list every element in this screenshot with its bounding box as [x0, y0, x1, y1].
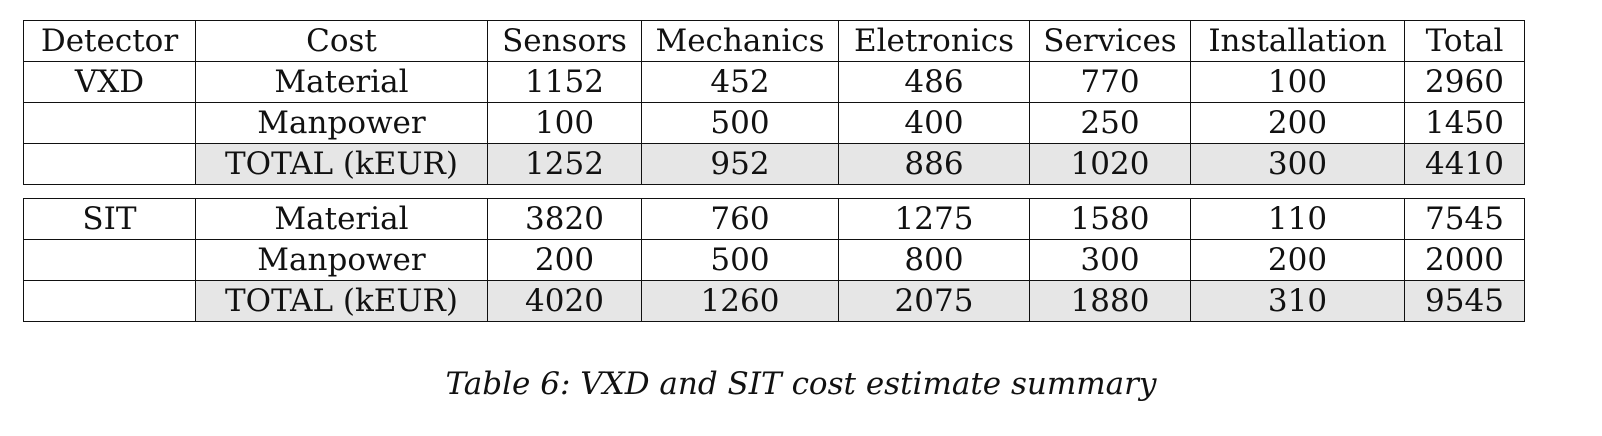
total-row: TOTAL (kEUR) 1252 952 886 1020 300 4410 [23, 143, 1525, 185]
value-cell: 9545 [1404, 280, 1525, 322]
table-row: Manpower 200 500 800 300 200 2000 [23, 239, 1525, 281]
value-cell: 760 [641, 198, 839, 240]
value-cell: 100 [487, 102, 642, 144]
header-row: Detector Cost Sensors Mechanics Eletroni… [23, 20, 1525, 62]
header-total: Total [1404, 20, 1525, 62]
value-cell: 1260 [641, 280, 839, 322]
table-row: VXD Material 1152 452 486 770 100 2960 [23, 61, 1525, 103]
value-cell: 2000 [1404, 239, 1525, 281]
cost-type: TOTAL (kEUR) [195, 280, 488, 322]
header-sensors: Sensors [487, 20, 642, 62]
value-cell: 100 [1190, 61, 1405, 103]
value-cell: 1880 [1029, 280, 1191, 322]
value-cell: 1450 [1404, 102, 1525, 144]
value-cell: 3820 [487, 198, 642, 240]
value-cell: 952 [641, 143, 839, 185]
value-cell: 500 [641, 102, 839, 144]
detector-name: VXD [23, 61, 196, 103]
total-row: TOTAL (kEUR) 4020 1260 2075 1880 310 954… [23, 280, 1525, 322]
value-cell: 452 [641, 61, 839, 103]
cost-type: Manpower [195, 102, 488, 144]
value-cell: 486 [838, 61, 1030, 103]
value-cell: 4020 [487, 280, 642, 322]
value-cell: 1580 [1029, 198, 1191, 240]
header-cost: Cost [195, 20, 488, 62]
detector-empty-cell [23, 143, 196, 185]
value-cell: 400 [838, 102, 1030, 144]
value-cell: 200 [1190, 102, 1405, 144]
value-cell: 2960 [1404, 61, 1525, 103]
cost-type: Manpower [195, 239, 488, 281]
header-detector: Detector [23, 20, 196, 62]
header-eletronics: Eletronics [838, 20, 1030, 62]
cost-type: Material [195, 61, 488, 103]
value-cell: 200 [1190, 239, 1405, 281]
value-cell: 200 [487, 239, 642, 281]
value-cell: 1275 [838, 198, 1030, 240]
value-cell: 500 [641, 239, 839, 281]
sit-cost-table: SIT Material 3820 760 1275 1580 110 7545… [23, 198, 1525, 322]
value-cell: 1020 [1029, 143, 1191, 185]
vxd-cost-table: Detector Cost Sensors Mechanics Eletroni… [23, 20, 1525, 185]
value-cell: 1252 [487, 143, 642, 185]
value-cell: 110 [1190, 198, 1405, 240]
value-cell: 800 [838, 239, 1030, 281]
value-cell: 770 [1029, 61, 1191, 103]
header-mechanics: Mechanics [641, 20, 839, 62]
value-cell: 300 [1029, 239, 1191, 281]
value-cell: 4410 [1404, 143, 1525, 185]
cost-type: Material [195, 198, 488, 240]
value-cell: 886 [838, 143, 1030, 185]
detector-name: SIT [23, 198, 196, 240]
value-cell: 300 [1190, 143, 1405, 185]
value-cell: 310 [1190, 280, 1405, 322]
detector-empty-cell [23, 102, 196, 144]
detector-empty-cell [23, 239, 196, 281]
header-installation: Installation [1190, 20, 1405, 62]
value-cell: 7545 [1404, 198, 1525, 240]
table-caption: Table 6: VXD and SIT cost estimate summa… [445, 366, 1157, 402]
value-cell: 2075 [838, 280, 1030, 322]
detector-empty-cell [23, 280, 196, 322]
table-row: Manpower 100 500 400 250 200 1450 [23, 102, 1525, 144]
value-cell: 250 [1029, 102, 1191, 144]
value-cell: 1152 [487, 61, 642, 103]
table-row: SIT Material 3820 760 1275 1580 110 7545 [23, 198, 1525, 240]
cost-type: TOTAL (kEUR) [195, 143, 488, 185]
header-services: Services [1029, 20, 1191, 62]
